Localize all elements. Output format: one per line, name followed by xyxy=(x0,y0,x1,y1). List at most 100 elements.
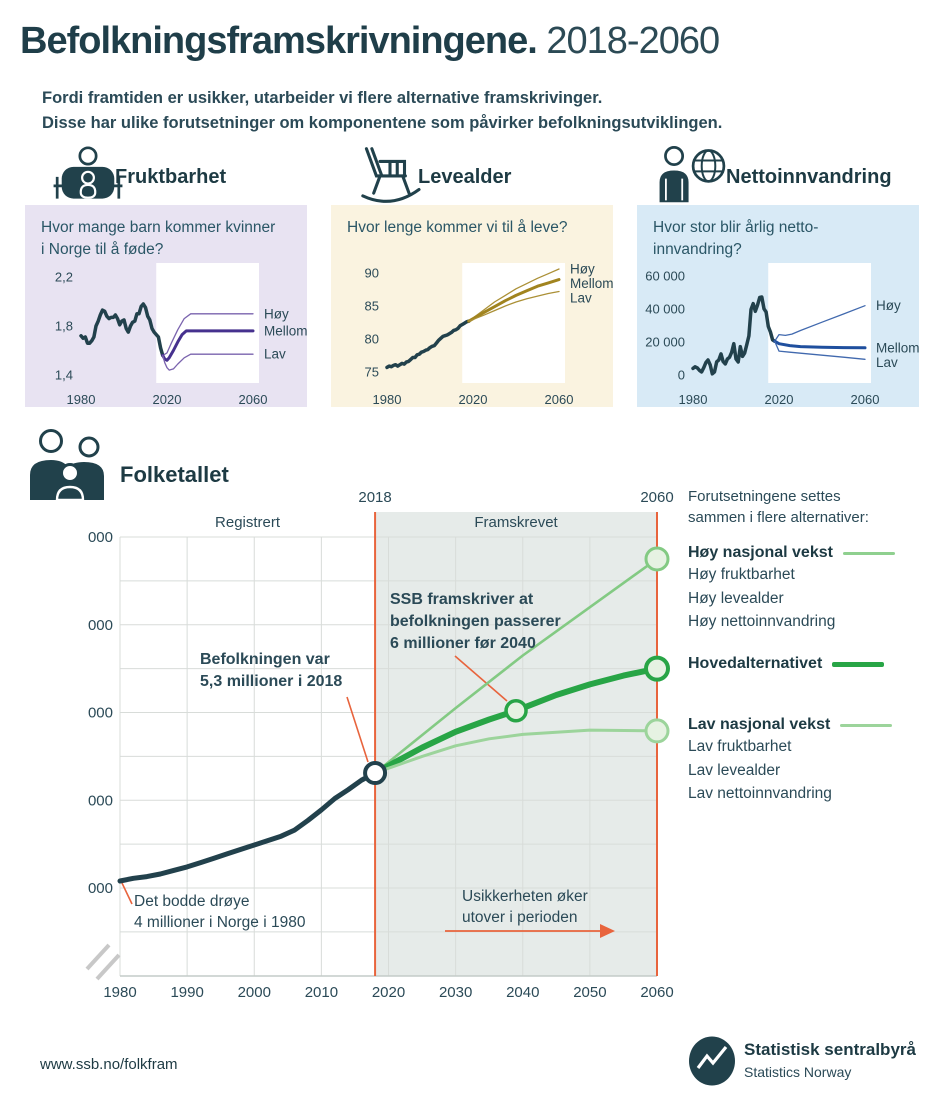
legend-swatch-low xyxy=(840,723,893,727)
rocking-chair-icon xyxy=(361,147,421,203)
series-label-høy: Høy xyxy=(876,298,901,313)
legend-sub-item: Høy nettoinnvandring xyxy=(688,613,836,630)
panel-title-fruktbarhet: Fruktbarhet xyxy=(115,166,227,188)
legend-group-main: Hovedalternativet xyxy=(688,655,948,673)
legend-group-high: Høy nasjonal vekst Høy fruktbarhet Høy l… xyxy=(688,544,948,633)
y-tick: 90 xyxy=(365,266,379,281)
legend-label-main: Hovedalternativet xyxy=(688,655,948,673)
x-tick: 2060 xyxy=(545,392,574,407)
series-registrert xyxy=(385,319,471,370)
legend-label-high: Høy nasjonal vekst xyxy=(688,544,948,562)
y-tick: 2,2 xyxy=(55,270,73,285)
question-fruktbarhet: Hvor mange barn kommer kvinner i Norge t… xyxy=(41,219,276,258)
fertility-icon xyxy=(53,146,123,199)
panel-card-nettoinnvandring: Hvor stor blir årlig netto- innvandring?… xyxy=(637,205,919,407)
legend-sub-item: Lav fruktbarhet xyxy=(688,738,792,755)
x-tick: 1990 xyxy=(170,984,203,1000)
annotation-uncertainty: Usikkerheten øker utover i perioden xyxy=(462,888,588,926)
marker-2060-high xyxy=(644,546,670,572)
page-subtitle: Fordi framtiden er usikker, utarbeider v… xyxy=(42,86,722,136)
legend-sub-item: Lav levealder xyxy=(688,761,781,779)
label-framskrevet: Framskrevet xyxy=(474,514,558,531)
series-label-lav: Lav xyxy=(264,347,286,362)
y-tick: 6 000 000 xyxy=(85,705,113,722)
y-tick: 1,4 xyxy=(55,368,73,383)
page-title: Befolkningsframskrivningene. 2018-2060 xyxy=(20,20,720,63)
population-family-icon xyxy=(30,429,104,502)
leader-line xyxy=(121,882,133,905)
series-høy xyxy=(468,268,560,322)
series-label-mellom: Mellom xyxy=(264,323,307,338)
series-label-lav: Lav xyxy=(876,355,898,370)
x-tick: 2060 xyxy=(640,984,673,1000)
series-mellom xyxy=(467,278,561,323)
x-tick: 1980 xyxy=(103,984,136,1000)
y-tick: 20 000 xyxy=(645,335,685,350)
arrow-head xyxy=(600,924,615,938)
label-2018: 2018 xyxy=(358,489,391,506)
x-tick: 2020 xyxy=(765,392,794,407)
legend-label-low: Lav nasjonal vekst xyxy=(688,716,948,734)
x-tick: 1980 xyxy=(679,392,708,407)
series-lav xyxy=(468,290,560,322)
main-chart-title: Folketallet xyxy=(120,462,229,487)
x-tick: 1980 xyxy=(67,392,96,407)
series-registrert xyxy=(117,770,378,884)
x-tick: 2050 xyxy=(573,984,606,1000)
y-tick: 4 000 000 xyxy=(85,880,113,897)
legend-sub-item: Høy levealder xyxy=(688,589,784,607)
series-høy-nasjonal-vekst xyxy=(373,557,659,775)
y-tick: 40 000 xyxy=(645,302,685,317)
series-label-høy: Høy xyxy=(264,306,289,321)
panel-title-nettoinnvandring: Nettoinnvandring xyxy=(726,166,892,188)
y-tick: 1,8 xyxy=(55,319,73,334)
subtitle-line-1: Fordi framtiden er usikker, utarbeider v… xyxy=(42,89,603,107)
x-tick: 2020 xyxy=(153,392,182,407)
footer-url-link[interactable]: www.ssb.no/folkfram xyxy=(40,1056,178,1073)
y-tick: 85 xyxy=(365,299,379,314)
panel-card-levealder: Hvor lenge kommer vi til å leve? 90 85 80 7… xyxy=(331,205,613,407)
panel-card-fruktbarhet: Hvor mange barn kommer kvinner i Norge t… xyxy=(25,205,307,407)
marker-2018-registered xyxy=(363,761,388,786)
chart-fruktbarhet: 2,2 1,8 1,4 1980 2020 2060 Høy Mellom Lav xyxy=(55,263,307,407)
page-title-period: 2018-2060 xyxy=(546,20,720,62)
org-name-en: Statistics Norway xyxy=(744,1064,852,1080)
x-tick: 2060 xyxy=(239,392,268,407)
series-høy xyxy=(774,305,866,342)
legend-sub-item: Høy fruktbarhet xyxy=(688,566,795,583)
marker-2060-low xyxy=(644,718,670,744)
series-label-høy: Høy xyxy=(570,262,595,277)
series-label-mellom: Mellom xyxy=(570,276,613,291)
series-lav xyxy=(162,353,254,371)
question-levealder: Hvor lenge kommer vi til å leve? xyxy=(347,219,568,236)
leader-line xyxy=(346,696,369,763)
legend-swatch-high xyxy=(842,551,895,555)
migration-globe-icon xyxy=(659,146,726,203)
series-label-mellom: Mellom xyxy=(876,340,919,355)
forecast-area xyxy=(156,263,259,383)
chart-nettoinnvandring: 60 000 40 000 20 000 0 1980 2020 2060 Høy Mellom… xyxy=(645,263,919,407)
legend-swatch-main xyxy=(832,661,885,667)
marker-2060-main xyxy=(644,655,670,682)
subtitle-line-2: Disse har ulike forutsetninger om kompon… xyxy=(42,114,723,132)
org-name: Statistisk sentralbyrå xyxy=(744,1040,916,1059)
y-tick: 75 xyxy=(365,365,379,380)
label-2060: 2060 xyxy=(640,489,673,506)
axis-break xyxy=(85,943,121,981)
x-tick: 2010 xyxy=(305,984,338,1000)
panel-title-levealder: Levealder xyxy=(418,166,512,188)
legend-group-low: Lav nasjonal vekst Lav fruktbarhet Lav l… xyxy=(688,716,948,805)
series-mellom xyxy=(773,339,867,350)
annotation-population-2018: Befolkningen var 5,3 millioner i 2018 xyxy=(200,651,343,690)
marker-6-million xyxy=(504,698,528,723)
y-tick: 60 000 xyxy=(645,269,685,284)
x-tick: 2040 xyxy=(506,984,539,1000)
legend-sub-item: Lav nettoinnvandring xyxy=(688,785,832,802)
legend-intro: Forutsetningene settes sammen i flere al… xyxy=(688,488,869,526)
x-tick: 2000 xyxy=(238,984,271,1000)
y-tick: 80 xyxy=(365,332,379,347)
series-lav-nasjonal-vekst xyxy=(373,728,659,775)
page-title-main: Befolkningsframskrivningene. xyxy=(20,20,538,62)
series-mellom xyxy=(161,329,255,362)
